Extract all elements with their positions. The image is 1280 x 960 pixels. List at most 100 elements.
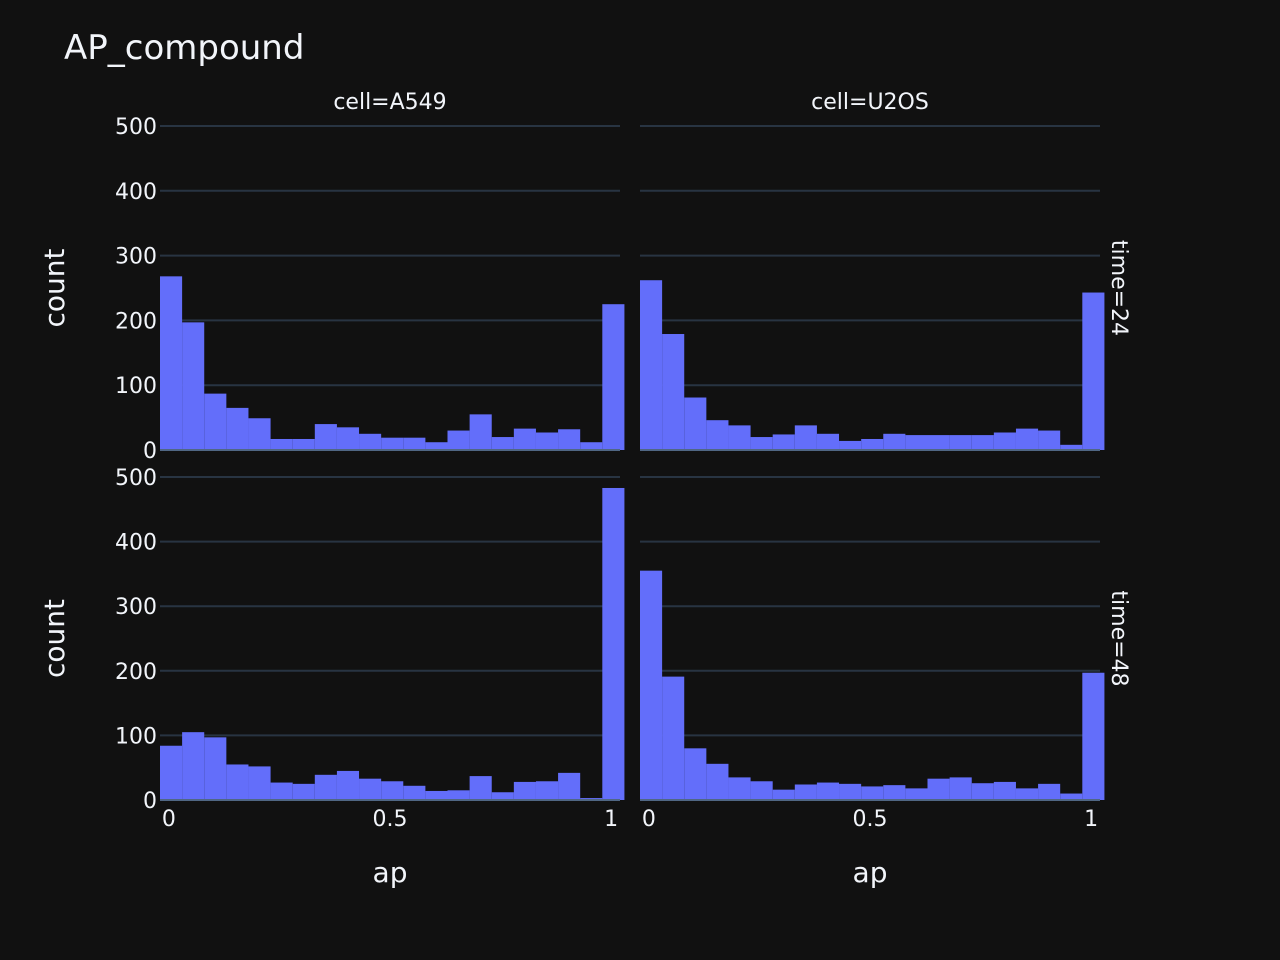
histogram-bar bbox=[602, 304, 625, 450]
facet-column-label: cell=A549 bbox=[333, 90, 446, 115]
histogram-bar bbox=[1060, 793, 1083, 800]
y-tick-label: 400 bbox=[115, 180, 157, 205]
histogram-bar bbox=[381, 781, 404, 800]
histogram-bar bbox=[292, 783, 315, 800]
histogram-bar bbox=[949, 435, 972, 450]
histogram-bar bbox=[248, 766, 271, 800]
histogram-bar bbox=[1082, 292, 1105, 450]
histogram-bar bbox=[491, 437, 514, 450]
histogram-bar bbox=[640, 570, 663, 800]
histogram-bar bbox=[993, 781, 1016, 800]
histogram-bar bbox=[706, 420, 729, 450]
histogram-bar bbox=[359, 433, 382, 450]
histogram-bar bbox=[425, 790, 448, 800]
histogram-bar bbox=[513, 781, 536, 800]
chart-title: AP_compound bbox=[64, 28, 304, 68]
histogram-bar bbox=[861, 438, 884, 450]
facet-row-label: time=48 bbox=[1106, 590, 1131, 686]
y-tick-label: 100 bbox=[115, 724, 157, 749]
histogram-bar bbox=[905, 788, 928, 800]
histogram-bar bbox=[684, 748, 707, 800]
y-tick-label: 200 bbox=[115, 309, 157, 334]
histogram-bar bbox=[927, 435, 950, 450]
histogram-bar bbox=[706, 763, 729, 800]
y-tick-label: 200 bbox=[115, 660, 157, 685]
histogram-bar bbox=[794, 784, 817, 800]
histogram-bar bbox=[204, 737, 227, 800]
histogram-bar bbox=[816, 433, 840, 450]
y-tick-label: 400 bbox=[115, 531, 157, 556]
histogram-bar bbox=[292, 438, 315, 450]
histogram-bar bbox=[270, 438, 293, 450]
histogram-bar bbox=[993, 432, 1016, 450]
histogram-bar bbox=[204, 393, 227, 450]
x-tick-label: 0.5 bbox=[853, 807, 888, 832]
y-axis-title: count bbox=[38, 248, 71, 327]
histogram-bar bbox=[403, 437, 426, 450]
histogram-bar bbox=[949, 777, 972, 800]
histogram-bar bbox=[1015, 788, 1039, 800]
histogram-bar bbox=[794, 425, 817, 450]
y-tick-label: 0 bbox=[143, 789, 157, 814]
histogram-bar bbox=[750, 437, 773, 450]
x-tick-label: 0 bbox=[642, 807, 656, 832]
histogram-bar bbox=[314, 424, 337, 450]
histogram-bar bbox=[816, 782, 840, 800]
histogram-bar bbox=[447, 790, 470, 800]
histogram-bar bbox=[469, 776, 492, 800]
facet-row-label: time=24 bbox=[1106, 240, 1131, 336]
histogram-bar bbox=[226, 407, 249, 450]
histogram-bar bbox=[160, 745, 183, 800]
histogram-bar bbox=[1038, 783, 1061, 800]
histogram-bar bbox=[491, 792, 514, 800]
histogram-bar bbox=[772, 789, 795, 800]
y-tick-label: 500 bbox=[115, 115, 157, 140]
y-tick-label: 100 bbox=[115, 374, 157, 399]
histogram-bar bbox=[662, 334, 685, 450]
x-axis-title: ap bbox=[853, 856, 888, 889]
histogram-bar bbox=[160, 276, 183, 450]
histogram-bar bbox=[182, 732, 205, 800]
histogram-bar bbox=[425, 442, 448, 450]
x-axis-title: ap bbox=[373, 856, 408, 889]
labels-layer: 0100200300400500count0100200300400500cou… bbox=[38, 90, 1131, 889]
histogram-bar bbox=[839, 783, 862, 800]
histogram-bar bbox=[728, 777, 751, 800]
histogram-bar bbox=[336, 770, 360, 800]
x-tick-label: 1 bbox=[604, 807, 618, 832]
bars-layer bbox=[160, 276, 1105, 800]
facet-column-label: cell=U2OS bbox=[811, 90, 929, 115]
histogram-bar bbox=[883, 785, 906, 800]
histogram-bar bbox=[1060, 444, 1083, 450]
y-tick-label: 300 bbox=[115, 595, 157, 620]
histogram-bar bbox=[772, 434, 795, 450]
histogram-bar bbox=[270, 782, 293, 800]
grid-layer bbox=[160, 125, 1100, 737]
histogram-bar bbox=[728, 425, 751, 450]
histogram-bar bbox=[861, 786, 884, 800]
x-tick-label: 1 bbox=[1084, 807, 1098, 832]
histogram-bar bbox=[839, 440, 862, 450]
y-tick-label: 500 bbox=[115, 466, 157, 491]
histogram-bar bbox=[684, 397, 707, 450]
histogram-bar bbox=[1038, 430, 1061, 450]
histogram-bar bbox=[359, 778, 382, 800]
y-axis-title: count bbox=[38, 599, 71, 678]
y-tick-label: 0 bbox=[143, 439, 157, 464]
histogram-bar bbox=[883, 433, 906, 450]
histogram-bar bbox=[905, 435, 928, 450]
histogram-bar bbox=[927, 778, 950, 800]
histogram-bar bbox=[381, 437, 404, 450]
histogram-bar bbox=[1015, 428, 1039, 450]
histogram-bar bbox=[750, 781, 773, 800]
histogram-bar bbox=[1082, 672, 1105, 800]
histogram-bar bbox=[558, 772, 581, 800]
histogram-bar bbox=[662, 676, 685, 800]
histogram-bar bbox=[971, 783, 994, 800]
x-tick-label: 0 bbox=[162, 807, 176, 832]
axes-layer bbox=[160, 449, 1100, 801]
y-tick-label: 300 bbox=[115, 245, 157, 270]
histogram-bar bbox=[640, 280, 663, 450]
